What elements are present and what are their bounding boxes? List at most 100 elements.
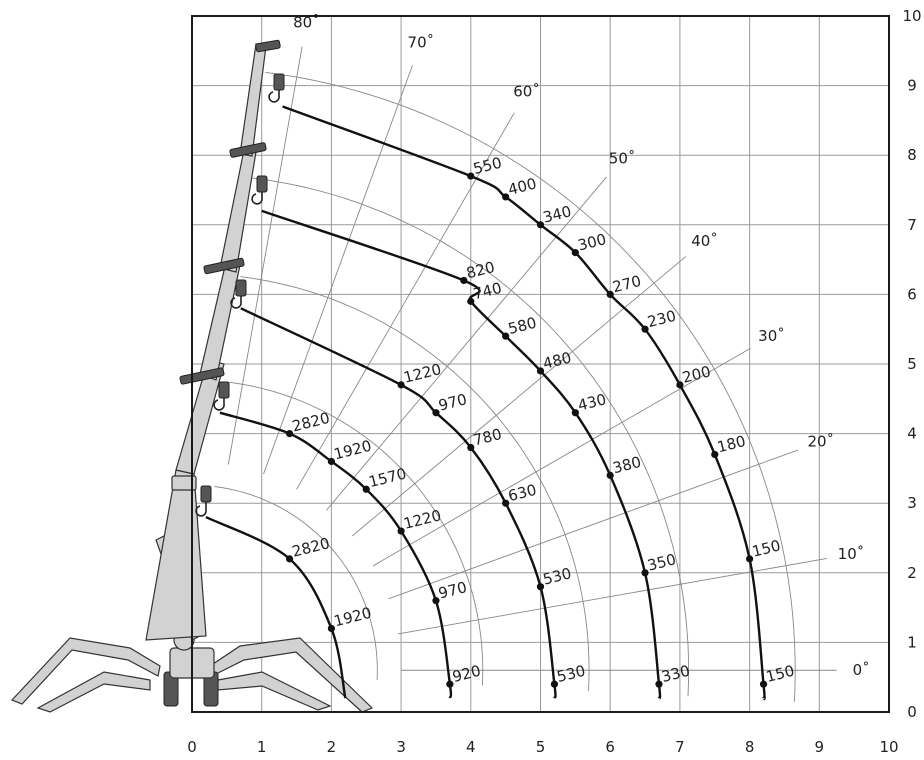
x-tick-label: 2 (327, 738, 337, 756)
load-point (460, 276, 468, 285)
load-value-label: 1920 (332, 437, 373, 464)
load-point (327, 624, 335, 633)
load-point (432, 597, 440, 605)
load-point (641, 569, 649, 577)
y-tick-label: 0 (907, 703, 917, 721)
load-point (536, 583, 545, 591)
x-tick-label: 0 (187, 738, 197, 756)
load-value-label: 300 (576, 230, 608, 254)
x-tick-label: 10 (879, 738, 898, 756)
y-tick-label: 3 (907, 494, 917, 512)
load-point (467, 443, 475, 452)
y-tick-label: 5 (907, 355, 917, 373)
plot-frame (191, 15, 890, 713)
boom-angle-label: 80˚ (293, 14, 320, 32)
load-point (606, 471, 614, 479)
load-value-label: 550 (471, 154, 503, 178)
y-tick-label: 8 (907, 146, 917, 164)
boom-angle-labels: 80˚ 70˚ 60˚ 50˚ 40˚ 30˚ 20˚ 10˚ 0˚ (293, 14, 870, 680)
load-value-label: 430 (576, 390, 608, 414)
load-value-label: 970 (437, 578, 469, 602)
load-value-label: 1920 (332, 604, 373, 631)
load-value-label: 780 (471, 425, 503, 449)
boom-radius-arc (214, 486, 378, 680)
load-point (571, 249, 579, 257)
load-value-label: 400 (506, 174, 538, 198)
load-value-label: 920 (451, 662, 483, 686)
boom-angle-label: 20˚ (807, 433, 834, 451)
y-tick-label: 7 (907, 216, 917, 234)
x-tick-label: 1 (257, 738, 267, 756)
crane-illustration (10, 39, 374, 713)
boom-angle-label: 0˚ (853, 661, 870, 679)
load-point (536, 221, 545, 229)
load-point (397, 527, 405, 535)
boom-angle-label: 40˚ (691, 232, 718, 250)
x-tick-label: 4 (466, 738, 476, 756)
load-value-label: 2820 (290, 534, 331, 561)
hook-icon (195, 485, 212, 517)
load-value-label: 740 (471, 279, 503, 303)
load-curve (240, 307, 557, 699)
load-value-label: 150 (750, 536, 782, 560)
load-point (502, 332, 510, 340)
boom-angle-line (388, 449, 798, 600)
load-value-label: 340 (541, 202, 573, 226)
load-value-label: 200 (681, 362, 713, 386)
load-value-label: 820 (464, 258, 496, 282)
x-tick-label: 3 (396, 738, 406, 756)
hook-icon (230, 279, 247, 309)
load-value-label: 230 (646, 307, 678, 331)
y-tick-label: 4 (907, 425, 917, 443)
load-value-label: 630 (506, 481, 538, 505)
boom-angle-label: 60˚ (513, 83, 540, 101)
load-point (536, 367, 545, 375)
x-tick-label: 6 (605, 738, 615, 756)
load-curve (205, 516, 347, 699)
boom-angle-label: 10˚ (838, 545, 865, 563)
boom-angle-label: 70˚ (408, 33, 435, 51)
hook-icon (251, 175, 268, 205)
grid (192, 16, 889, 712)
hook-icon (268, 73, 285, 103)
load-value-label: 1570 (367, 464, 408, 491)
boom-angle-line (372, 347, 751, 567)
hook-icon (213, 381, 230, 411)
axis-ticks: 0 1 2 3 4 5 6 7 8 9 10 0 1 2 3 4 5 6 7 8 9 10 (187, 7, 921, 756)
load-value-label: 350 (646, 550, 678, 574)
y-tick-label: 6 (907, 285, 917, 303)
load-point (676, 381, 684, 389)
load-point (502, 499, 510, 507)
load-point (746, 555, 754, 563)
load-value-label: 970 (437, 390, 469, 414)
load-value-label: 270 (611, 272, 643, 296)
boom-angle-line (326, 176, 607, 511)
load-point (285, 430, 294, 438)
load-point (467, 172, 475, 180)
load-point (759, 680, 768, 688)
load-point (467, 297, 475, 305)
load-point (711, 450, 719, 459)
load-value-label: 2820 (290, 409, 331, 436)
boom-angle-line (263, 65, 413, 475)
load-value-label: 150 (764, 662, 796, 686)
load-point (432, 409, 440, 417)
x-tick-label: 8 (745, 738, 755, 756)
load-value-label: 580 (506, 314, 538, 338)
load-curve (282, 105, 766, 701)
boom-angle-line (296, 112, 515, 490)
load-value-label: 380 (611, 453, 643, 477)
load-point (327, 457, 335, 466)
load-value-label: 530 (555, 662, 587, 686)
boom-angle-label: 30˚ (758, 327, 785, 345)
load-point (446, 680, 454, 688)
load-point (606, 290, 614, 298)
boom-angle-line (227, 46, 303, 465)
y-tick-label: 2 (907, 564, 917, 582)
boom-angle-arcs (214, 71, 796, 702)
load-value-label: 530 (541, 564, 573, 588)
load-point (285, 555, 294, 563)
load-value-label: 480 (541, 348, 573, 372)
x-tick-label: 5 (536, 738, 546, 756)
